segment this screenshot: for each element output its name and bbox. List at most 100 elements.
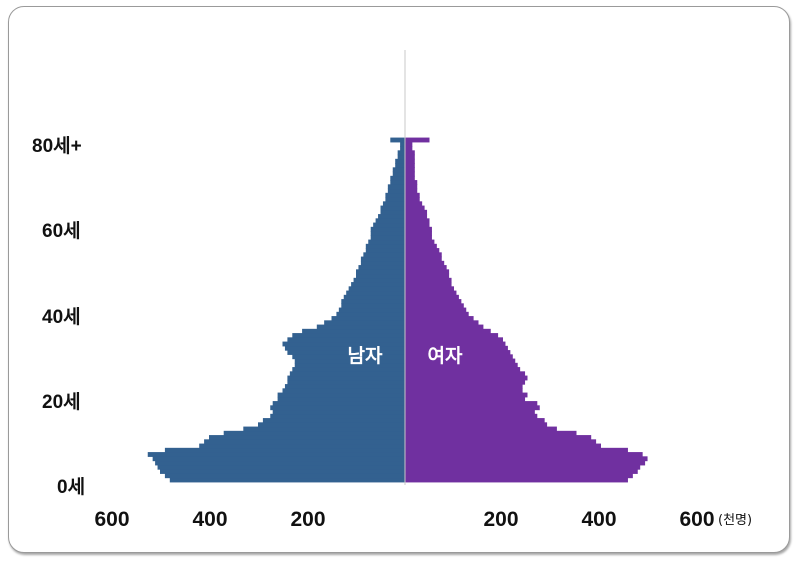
bar-male-age	[169, 477, 405, 483]
bar-male-age	[392, 171, 405, 177]
bar-female-age	[405, 362, 518, 368]
bar-female-age	[405, 256, 442, 262]
bar-female-age	[405, 205, 425, 211]
bar-female-age	[405, 320, 479, 326]
bar-male-age	[387, 188, 405, 194]
bar-male-age	[390, 137, 405, 143]
bar-female-age	[405, 269, 450, 275]
bar-male-age	[400, 141, 405, 147]
bar-female-age	[405, 464, 641, 470]
bar-female-age	[405, 141, 413, 147]
bar-female-age	[405, 171, 415, 177]
bar-male-age	[390, 175, 405, 181]
bar-female-age	[405, 405, 540, 411]
bar-male-age	[243, 426, 405, 432]
bar-male-age	[209, 435, 405, 440]
bar-female-age	[405, 473, 633, 479]
bar-female-age	[405, 371, 526, 377]
y-tick-label: 0세	[57, 476, 85, 498]
bar-male-age	[370, 226, 405, 232]
bar-female-age	[405, 392, 528, 398]
bar-male-age	[277, 396, 405, 402]
bar-male-age	[292, 333, 405, 338]
bar-female-age	[405, 175, 415, 181]
y-tick-label: 80세+	[32, 135, 82, 157]
bar-female-age	[405, 260, 445, 266]
bar-female-age	[405, 252, 442, 258]
bar-female-age	[405, 350, 511, 355]
bar-female-age	[405, 443, 601, 449]
bar-female-age	[405, 273, 450, 279]
bar-male-age	[262, 418, 405, 423]
bar-female-age	[405, 299, 462, 304]
x-tick-label: 600	[94, 508, 129, 531]
bar-female-age	[405, 379, 526, 385]
bar-female-age	[405, 324, 484, 330]
bar-male-age	[287, 337, 405, 343]
bar-male-age	[292, 367, 405, 372]
bar-female-age	[405, 460, 646, 466]
bar-female-age	[405, 201, 423, 207]
bar-female-age	[405, 303, 464, 309]
bar-female-age	[405, 192, 420, 198]
bar-male-age	[294, 362, 405, 368]
bar-male-age	[272, 409, 405, 415]
bar-female-age	[405, 158, 415, 164]
bar-female-age	[405, 222, 430, 228]
bar-male-age	[292, 354, 405, 360]
bar-female-age	[405, 231, 432, 236]
bar-male-age	[390, 180, 405, 185]
bar-female-age	[405, 146, 413, 151]
series-male-bars	[147, 137, 405, 483]
bar-male-age	[302, 328, 405, 334]
bar-female-age	[405, 311, 469, 317]
bar-female-age	[405, 354, 513, 360]
x-tick-label: 400	[192, 508, 227, 531]
bar-male-age	[338, 307, 405, 313]
bar-male-age	[331, 316, 405, 321]
bar-male-age	[346, 290, 405, 296]
bar-male-age	[287, 379, 405, 385]
bar-female-age	[405, 277, 452, 283]
bar-male-age	[360, 260, 405, 266]
bar-male-age	[360, 256, 405, 262]
bar-female-age	[405, 282, 452, 287]
bar-male-age	[157, 464, 405, 470]
series-female-bars	[405, 137, 648, 483]
bar-male-age	[341, 303, 405, 309]
bar-male-age	[370, 235, 405, 241]
bar-female-age	[405, 435, 592, 440]
bar-female-age	[405, 235, 432, 241]
bar-male-age	[397, 150, 405, 156]
bar-male-age	[353, 277, 405, 283]
bar-female-age	[405, 439, 597, 445]
bar-female-age	[405, 426, 557, 432]
bar-female-age	[405, 163, 415, 168]
bar-female-age	[405, 154, 415, 160]
bar-male-age	[277, 392, 405, 398]
bar-female-age	[405, 413, 538, 419]
bar-male-age	[270, 405, 405, 411]
bar-male-age	[155, 460, 405, 466]
bar-male-age	[358, 265, 405, 270]
bar-male-age	[282, 341, 405, 347]
bar-male-age	[385, 192, 405, 198]
x-tick-label: 200	[290, 508, 325, 531]
bar-female-age	[405, 345, 508, 351]
bar-male-age	[378, 214, 405, 219]
bar-male-age	[284, 384, 405, 389]
bar-male-age	[363, 252, 405, 258]
bar-female-age	[405, 167, 415, 173]
bar-male-age	[385, 197, 405, 202]
bar-female-age	[405, 447, 628, 453]
bar-female-age	[405, 367, 521, 372]
bar-male-age	[365, 243, 405, 249]
bar-male-age	[270, 413, 405, 419]
bar-female-age	[405, 239, 435, 245]
bar-female-age	[405, 307, 467, 313]
bar-female-age	[405, 337, 503, 343]
bar-male-age	[368, 239, 405, 245]
bar-male-age	[380, 205, 405, 211]
bar-female-age	[405, 248, 440, 253]
